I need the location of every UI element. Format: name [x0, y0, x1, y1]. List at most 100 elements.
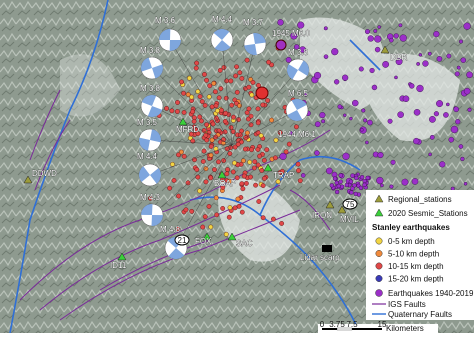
dot — [229, 102, 235, 108]
legend-label: IGS Faults — [388, 300, 426, 309]
dot — [466, 71, 473, 79]
dot — [230, 129, 236, 135]
historic-quake — [275, 39, 287, 51]
dot — [208, 152, 214, 158]
dot — [273, 137, 279, 143]
dot — [244, 130, 250, 136]
dot — [248, 113, 254, 119]
dot — [463, 181, 468, 186]
dot — [208, 224, 214, 230]
station-label: ID11 — [110, 261, 127, 270]
dot — [460, 57, 467, 63]
lidar-marker — [322, 245, 332, 252]
dot — [194, 167, 200, 172]
station — [23, 175, 33, 184]
dot — [450, 125, 459, 134]
mechanism-label: M 3.6 — [155, 16, 176, 25]
dot — [336, 183, 341, 189]
dot — [181, 153, 187, 159]
dot — [179, 79, 184, 85]
dot — [377, 25, 381, 29]
station — [325, 200, 335, 209]
station — [263, 163, 273, 172]
dot — [344, 182, 350, 188]
dot — [206, 204, 212, 209]
dot — [197, 188, 203, 194]
dot — [258, 133, 264, 139]
dot — [427, 51, 432, 56]
dot — [230, 169, 236, 175]
scale-label: 7.5 — [346, 320, 358, 329]
scale-label: 3.75 — [329, 320, 345, 329]
dot — [353, 191, 358, 197]
dot — [226, 214, 232, 220]
dot — [358, 185, 364, 191]
dot — [232, 144, 238, 150]
dot — [454, 71, 460, 77]
dot — [171, 178, 177, 183]
station-label: TRAP — [273, 171, 294, 180]
legend-label: 10-15 km depth — [388, 262, 444, 271]
dot — [239, 76, 245, 81]
dot — [203, 132, 209, 138]
mechanism-label: M 4.3 — [140, 193, 161, 202]
dot — [352, 99, 359, 107]
dot — [228, 125, 234, 130]
dot — [402, 95, 410, 103]
dot — [247, 159, 253, 165]
dot — [362, 182, 367, 188]
dot — [183, 207, 189, 213]
dot — [216, 128, 222, 134]
dot — [215, 108, 220, 114]
dot — [261, 157, 267, 163]
dot — [467, 107, 472, 112]
dot — [286, 141, 292, 147]
dot — [393, 33, 399, 39]
highway-label: 75 — [346, 200, 355, 209]
dot — [296, 168, 301, 174]
dot — [422, 60, 429, 67]
beach-ball-quadrant — [138, 166, 161, 184]
dot — [195, 174, 201, 180]
dot — [453, 106, 459, 113]
dot — [387, 118, 393, 124]
dot — [181, 90, 186, 96]
dot — [203, 179, 209, 185]
legend-swatch — [375, 237, 383, 245]
dot — [337, 104, 343, 109]
dot — [191, 118, 197, 124]
legend-heading: Stanley earthquakes — [372, 223, 450, 232]
dot — [367, 35, 374, 42]
dot — [450, 186, 455, 191]
mechanism-label: M 4.4 — [212, 15, 233, 24]
snow-patches — [60, 17, 460, 262]
dot — [265, 98, 270, 103]
dot — [240, 158, 246, 164]
dot — [343, 113, 347, 118]
dot — [220, 185, 226, 190]
dot — [433, 30, 440, 38]
station-label: MFRD — [176, 125, 199, 134]
focal-mechanisms: M 3.6 M 4.4 M 3.7 M 3.8 M 3.8 M 3.8 M 6.5 M 3.5… — [137, 15, 310, 260]
mechanism-label: M 3.8 — [140, 84, 161, 93]
dot — [237, 132, 243, 138]
legend-label: 0-5 km depth — [388, 237, 435, 246]
dot — [244, 181, 249, 186]
dot — [256, 199, 262, 204]
dot — [443, 112, 449, 118]
mechanism-label: M 4.8 — [160, 225, 181, 234]
dot — [234, 175, 240, 181]
dot — [369, 67, 375, 74]
leader — [221, 39, 233, 146]
dot — [380, 183, 384, 188]
dot — [167, 185, 173, 191]
dot — [389, 184, 394, 189]
dot — [436, 56, 443, 62]
leader — [231, 69, 299, 146]
dot — [244, 57, 250, 63]
dot — [279, 168, 285, 174]
dot — [283, 149, 289, 155]
dot — [294, 124, 299, 130]
dot — [409, 83, 415, 89]
mechanism-label: M 4.4 — [137, 152, 158, 161]
